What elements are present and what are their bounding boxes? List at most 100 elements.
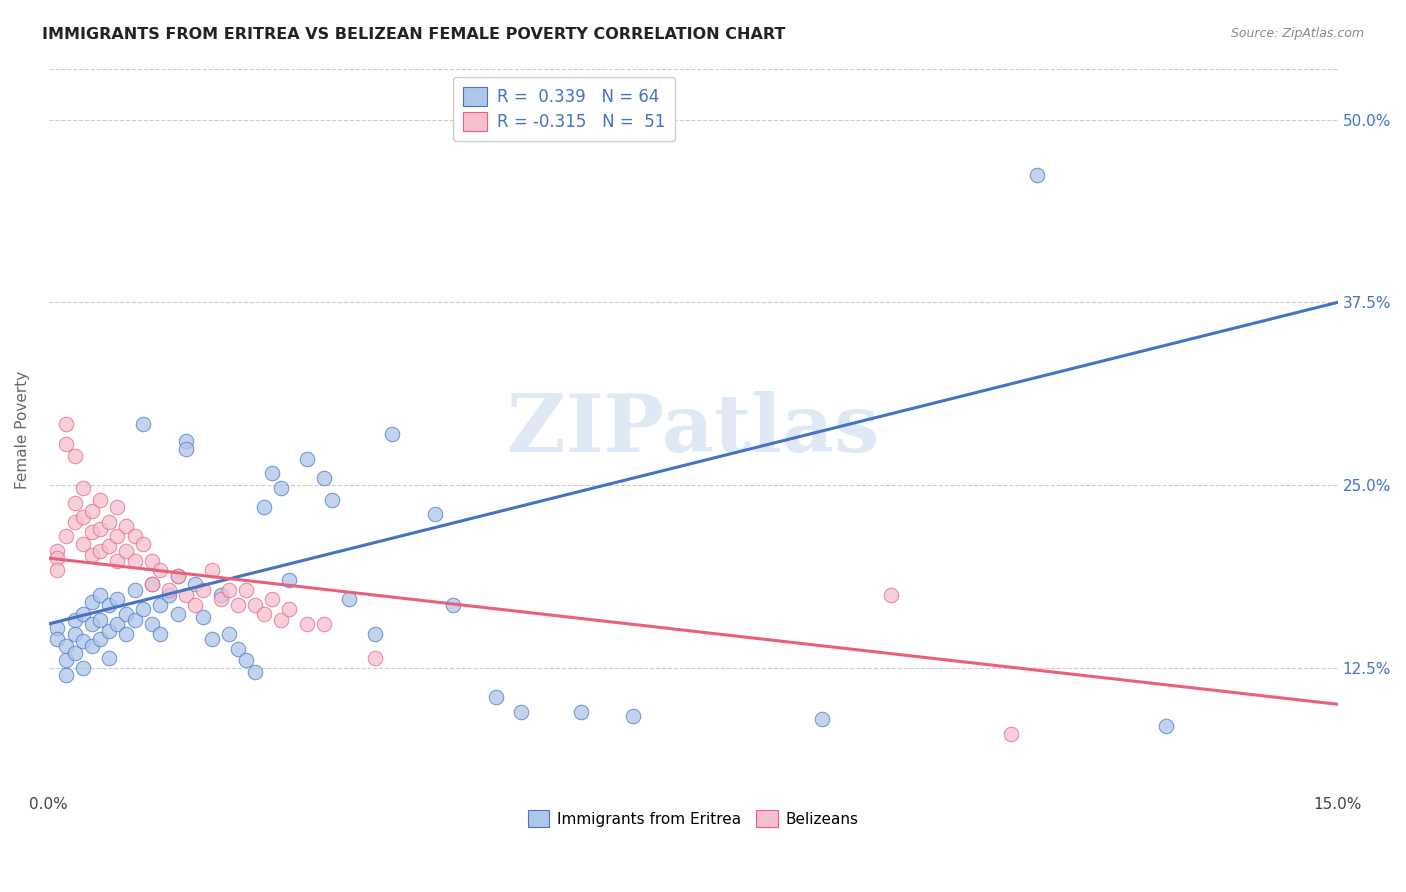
Point — [157, 583, 180, 598]
Point — [46, 551, 69, 566]
Point — [124, 613, 146, 627]
Point — [80, 639, 103, 653]
Point — [184, 577, 207, 591]
Point — [201, 563, 224, 577]
Point — [193, 583, 215, 598]
Point — [193, 609, 215, 624]
Point — [89, 613, 111, 627]
Point — [252, 607, 274, 621]
Point — [157, 588, 180, 602]
Point — [141, 577, 163, 591]
Point — [811, 712, 834, 726]
Point — [510, 705, 533, 719]
Point — [270, 481, 292, 495]
Point — [149, 598, 172, 612]
Point — [55, 653, 77, 667]
Point — [72, 661, 94, 675]
Point — [46, 632, 69, 646]
Point — [209, 592, 232, 607]
Point — [80, 595, 103, 609]
Point — [132, 417, 155, 431]
Point — [89, 632, 111, 646]
Point — [880, 588, 903, 602]
Point — [89, 588, 111, 602]
Point — [1025, 168, 1047, 182]
Point — [270, 613, 292, 627]
Point — [218, 627, 240, 641]
Point — [184, 598, 207, 612]
Point — [132, 536, 155, 550]
Point — [72, 607, 94, 621]
Point — [425, 508, 447, 522]
Point — [97, 650, 120, 665]
Point — [141, 554, 163, 568]
Point — [80, 616, 103, 631]
Point — [107, 500, 129, 514]
Point — [141, 616, 163, 631]
Point — [63, 495, 86, 509]
Point — [278, 573, 301, 587]
Point — [174, 588, 197, 602]
Point — [1000, 726, 1022, 740]
Point — [321, 492, 343, 507]
Point — [55, 668, 77, 682]
Point — [115, 544, 138, 558]
Point — [149, 627, 172, 641]
Point — [295, 451, 318, 466]
Point — [295, 616, 318, 631]
Point — [63, 627, 86, 641]
Point — [80, 524, 103, 539]
Point — [166, 568, 188, 582]
Point — [63, 613, 86, 627]
Point — [201, 632, 224, 646]
Point — [63, 646, 86, 660]
Point — [166, 568, 188, 582]
Text: ZIPatlas: ZIPatlas — [508, 392, 879, 469]
Point — [72, 536, 94, 550]
Point — [484, 690, 506, 704]
Point — [89, 522, 111, 536]
Point — [226, 641, 249, 656]
Point — [63, 515, 86, 529]
Point — [235, 583, 257, 598]
Point — [107, 592, 129, 607]
Point — [72, 510, 94, 524]
Legend: Immigrants from Eritrea, Belizeans: Immigrants from Eritrea, Belizeans — [520, 802, 866, 835]
Point — [312, 616, 335, 631]
Point — [243, 665, 266, 679]
Point — [149, 563, 172, 577]
Point — [55, 437, 77, 451]
Point — [97, 515, 120, 529]
Point — [97, 540, 120, 554]
Point — [132, 602, 155, 616]
Point — [124, 554, 146, 568]
Point — [97, 624, 120, 639]
Point — [46, 621, 69, 635]
Point — [63, 449, 86, 463]
Point — [55, 529, 77, 543]
Y-axis label: Female Poverty: Female Poverty — [15, 371, 30, 490]
Point — [312, 471, 335, 485]
Text: IMMIGRANTS FROM ERITREA VS BELIZEAN FEMALE POVERTY CORRELATION CHART: IMMIGRANTS FROM ERITREA VS BELIZEAN FEMA… — [42, 27, 786, 42]
Point — [124, 583, 146, 598]
Text: Source: ZipAtlas.com: Source: ZipAtlas.com — [1230, 27, 1364, 40]
Point — [441, 598, 464, 612]
Point — [243, 598, 266, 612]
Point — [107, 529, 129, 543]
Point — [55, 639, 77, 653]
Point — [174, 442, 197, 456]
Point — [621, 709, 644, 723]
Point — [262, 592, 284, 607]
Point — [46, 563, 69, 577]
Point — [571, 705, 593, 719]
Point — [72, 481, 94, 495]
Point — [174, 434, 197, 449]
Point — [115, 627, 138, 641]
Point — [72, 634, 94, 648]
Point — [89, 544, 111, 558]
Point — [115, 519, 138, 533]
Point — [141, 577, 163, 591]
Point — [97, 598, 120, 612]
Point — [381, 426, 404, 441]
Point — [107, 616, 129, 631]
